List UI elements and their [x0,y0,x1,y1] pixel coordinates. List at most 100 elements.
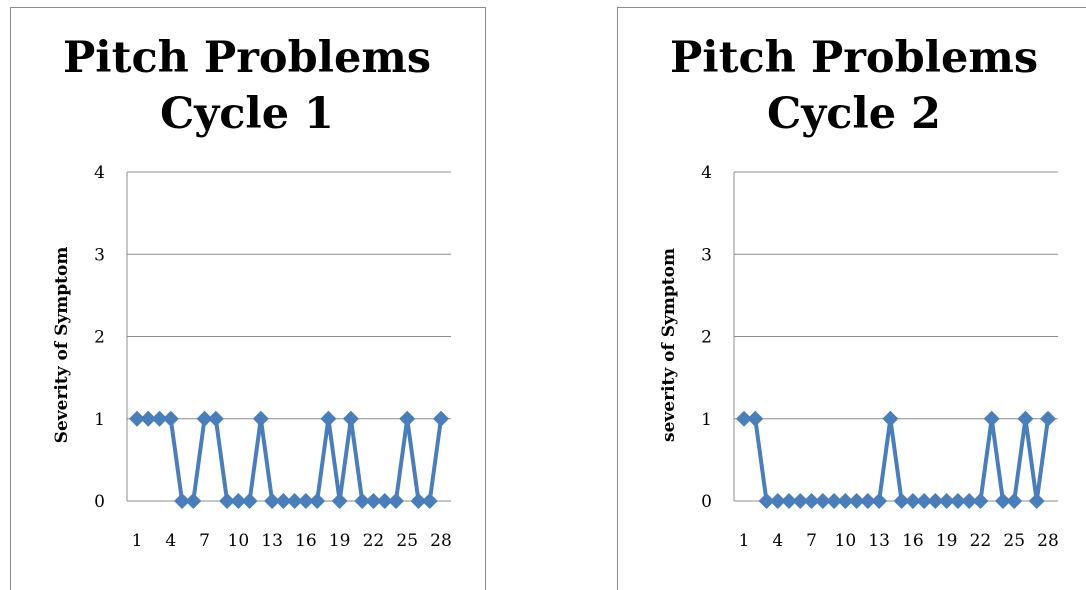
x-tick-label: 13 [868,531,890,551]
data-point [848,493,865,509]
data-point [826,493,843,509]
x-tick-label: 19 [329,531,351,551]
data-point [904,493,921,509]
data-point [972,493,989,509]
data-point [803,493,820,509]
chart-panel-cycle-2: Pitch Problems Cycle 2 severity of Sympt… [617,7,1086,590]
x-tick-label: 1 [739,531,750,551]
data-point [1006,493,1023,509]
y-tick-label: 1 [701,410,712,430]
data-point [297,493,314,509]
data-point [949,493,966,509]
data-point [129,410,145,427]
y-tick-label: 3 [701,245,712,265]
data-point [747,410,764,427]
data-point [196,410,213,427]
data-point [320,410,337,427]
data-point [309,493,326,509]
data-point [736,410,752,427]
data-point [1028,493,1045,509]
y-tick-label: 0 [94,492,105,512]
y-tick-label: 2 [94,328,105,348]
chart-title-line-1: Pitch Problems [670,33,1038,83]
data-point [207,410,224,427]
data-point [275,493,292,509]
chart-title: Pitch Problems Cycle 1 [63,33,431,139]
x-tick-label: 10 [835,531,857,551]
data-point [837,493,854,509]
data-point [938,493,955,509]
data-point [433,410,449,427]
x-tick-label: 7 [199,531,210,551]
data-point [916,493,933,509]
x-tick-label: 10 [228,531,250,551]
data-point [140,410,157,427]
data-point [286,493,303,509]
x-tick-label: 4 [165,531,176,551]
series-line [137,416,443,503]
x-tick-label: 1 [132,531,143,551]
data-point [781,493,798,509]
data-point [994,493,1011,509]
data-point [185,493,202,509]
data-point [421,493,438,509]
y-tick-label: 3 [94,245,105,265]
chart-title: Pitch Problems Cycle 2 [670,33,1038,139]
data-point [241,493,258,509]
x-tick-label: 25 [396,531,418,551]
plot-area [129,410,449,509]
y-axis-label: severity of Symptom [659,248,679,442]
data-point [174,493,191,509]
x-tick-label: 28 [430,531,452,551]
x-tick-label: 22 [363,531,385,551]
data-point [893,493,910,509]
data-point [1017,410,1034,427]
x-tick-label: 7 [806,531,817,551]
series-line [744,416,1050,503]
data-point [769,493,786,509]
x-tick-label: 16 [295,531,317,551]
data-point [252,410,269,427]
chart-title-line-1: Pitch Problems [63,33,431,83]
data-point [219,493,236,509]
chart-title-line-2: Cycle 2 [767,89,941,139]
y-tick-label: 0 [701,492,712,512]
data-point [399,410,416,427]
data-point [983,410,1000,427]
data-point [1040,410,1056,427]
x-tick-labels: 1 4 7 10 13 16 19 22 25 28 [132,531,452,551]
x-tick-label: 28 [1037,531,1059,551]
x-tick-label: 16 [902,531,924,551]
data-point [264,493,281,509]
data-point [365,493,382,509]
y-tick-label: 4 [94,163,105,183]
x-tick-label: 19 [936,531,958,551]
y-tick-labels: 0 1 2 3 4 [94,163,105,512]
chart-svg-cycle-1: Pitch Problems Cycle 1 Severity of Sympt… [52,33,452,551]
x-tick-label: 4 [772,531,783,551]
y-tick-labels: 0 1 2 3 4 [701,163,712,512]
data-point [961,493,978,509]
data-point [882,410,899,427]
plot-area [736,410,1056,509]
data-point [331,493,348,509]
y-tick-label: 2 [701,328,712,348]
data-point [342,410,359,427]
y-axis-label: Severity of Symptom [52,247,72,444]
x-tick-labels: 1 4 7 10 13 16 19 22 25 28 [739,531,1059,551]
data-point [162,410,179,427]
chart-panel-cycle-1: Pitch Problems Cycle 1 Severity of Sympt… [10,7,486,590]
data-point [927,493,944,509]
data-point [814,493,831,509]
x-tick-label: 22 [970,531,992,551]
data-point [758,493,775,509]
data-point [792,493,809,509]
chart-title-line-2: Cycle 1 [160,89,334,139]
data-point [151,410,168,427]
data-point [230,493,247,509]
y-tick-label: 1 [94,410,105,430]
data-point [376,493,393,509]
data-point [387,493,404,509]
x-tick-label: 13 [261,531,283,551]
x-tick-label: 25 [1003,531,1025,551]
